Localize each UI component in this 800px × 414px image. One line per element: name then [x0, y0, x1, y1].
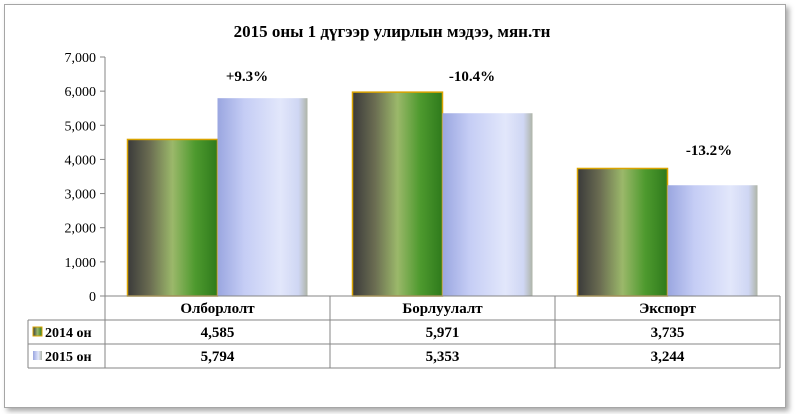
- data-value-label: 5,353: [426, 349, 460, 365]
- data-value-label: 3,244: [651, 349, 685, 365]
- chart-title: 2015 оны 1 дүгээр улирлын мэдээ, мян.тн: [233, 22, 551, 41]
- y-tick-label: 5,000: [65, 119, 97, 134]
- category-label: Экспорт: [639, 301, 696, 317]
- change-annotation: -13.2%: [686, 143, 732, 159]
- legend-label: 2014 он: [45, 326, 92, 341]
- category-label: Борлуулалт: [402, 301, 483, 317]
- bar-0-1: [217, 98, 308, 296]
- data-value-label: 5,794: [201, 349, 235, 365]
- y-tick-label: 2,000: [65, 222, 97, 237]
- change-annotation: -10.4%: [449, 69, 495, 85]
- bar-1-0: [351, 91, 444, 297]
- y-tick-label: 1,000: [65, 256, 97, 271]
- change-annotation: +9.3%: [226, 69, 268, 85]
- category-label: Олборлолт: [180, 301, 255, 317]
- y-tick-label: 6,000: [65, 85, 97, 100]
- y-tick-label: 0: [89, 290, 96, 305]
- bar-1-1: [442, 113, 533, 297]
- legend-label: 2015 он: [45, 350, 92, 365]
- legend-key: [32, 326, 43, 337]
- y-tick-label: 3,000: [65, 188, 97, 203]
- data-value-label: 3,735: [651, 325, 685, 341]
- legend-key: [33, 351, 42, 360]
- y-tick-label: 4,000: [65, 153, 97, 168]
- bar-2-0: [576, 167, 669, 297]
- bar-0-0: [126, 138, 219, 297]
- y-tick-label: 7,000: [65, 51, 97, 66]
- bar-2-1: [667, 185, 758, 296]
- data-value-label: 4,585: [201, 325, 235, 341]
- data-value-label: 5,971: [426, 325, 460, 341]
